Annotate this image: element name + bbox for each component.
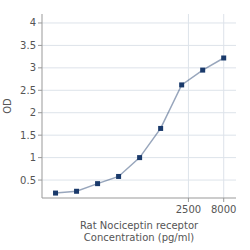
- x-grid-line: [188, 14, 189, 198]
- x-tick-label: 2500: [176, 204, 201, 215]
- x-axis-label: Rat Nociceptin receptorConcentration (pg…: [80, 220, 199, 243]
- x-tick: [188, 198, 189, 202]
- point: [74, 189, 79, 194]
- y-tick-label: 3: [30, 62, 36, 73]
- point: [200, 68, 205, 73]
- y-tick-label: 3.5: [20, 40, 36, 51]
- point: [179, 82, 184, 87]
- y-grid-line: [42, 45, 236, 46]
- y-axis-label: OD: [2, 98, 13, 114]
- x-axis-line: [42, 198, 236, 199]
- grid: [42, 14, 236, 198]
- y-tick-label: 0.5: [20, 175, 36, 186]
- point: [95, 181, 100, 186]
- y-tick: [38, 157, 42, 158]
- point: [116, 174, 121, 179]
- y-tick-label: 2.5: [20, 85, 36, 96]
- y-axis-line: [42, 14, 43, 198]
- y-grid-line: [42, 180, 236, 181]
- y-tick: [38, 67, 42, 68]
- point: [53, 191, 58, 196]
- y-grid-line: [42, 112, 236, 113]
- y-tick: [38, 22, 42, 23]
- y-tick-label: 2: [30, 107, 36, 118]
- line: [56, 58, 224, 193]
- chart: 2500 8000 0.5 1 1.5 2 2.5 3 3.5 4 Rat Nociceptin r…: [0, 0, 250, 250]
- x-tick: [223, 198, 224, 202]
- y-tick-label: 1: [30, 152, 36, 163]
- y-tick: [38, 90, 42, 91]
- y-tick: [38, 135, 42, 136]
- y-grid-line: [42, 135, 236, 136]
- point: [221, 55, 226, 60]
- x-tick-label: 8000: [211, 204, 236, 215]
- y-tick: [38, 45, 42, 46]
- point: [158, 126, 163, 131]
- data: [53, 55, 226, 195]
- y-grid-line: [42, 90, 236, 91]
- y-tick-label: 1.5: [20, 130, 36, 141]
- x-axis-label-line: Rat Nociceptin receptor: [80, 220, 199, 231]
- y-grid-line: [42, 22, 236, 23]
- y-tick-label: 4: [30, 17, 36, 28]
- x-axis-label-line: Concentration (pg/ml): [84, 232, 194, 243]
- x-grid-line: [223, 14, 224, 198]
- y-tick: [38, 180, 42, 181]
- y-tick: [38, 112, 42, 113]
- point: [137, 155, 142, 160]
